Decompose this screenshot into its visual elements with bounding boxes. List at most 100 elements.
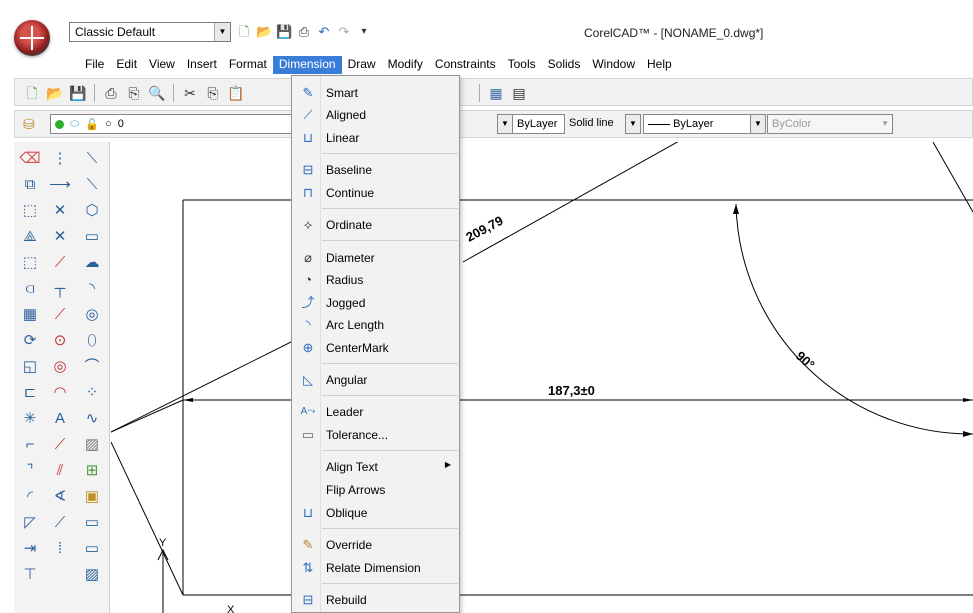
print-icon[interactable]: ⎙ (298, 24, 310, 39)
explode-icon[interactable]: ✳ (23, 410, 37, 427)
color-select[interactable]: ByLayer (513, 114, 565, 134)
layer-manager-icon[interactable]: ▦ (489, 85, 503, 101)
menu-item-relate-dimension[interactable]: ⇅ Relate Dimension (292, 557, 459, 579)
plot-icon[interactable]: ⎘ (128, 85, 140, 101)
undo-icon[interactable]: ↶ (318, 24, 330, 39)
paste-icon[interactable]: 📋 (227, 85, 245, 101)
linetype-dropdown-button[interactable]: ▼ (625, 114, 641, 134)
menu-view[interactable]: View (149, 57, 175, 71)
lineweight-select[interactable]: ByLayer (643, 114, 753, 134)
menu-dimension[interactable]: Dimension (272, 56, 342, 74)
fillet-icon[interactable]: ◜ (27, 488, 33, 505)
plotstyle-select[interactable]: ByColor ▼ (767, 114, 893, 134)
extend-icon[interactable]: ⌝ (26, 462, 34, 479)
menu-edit[interactable]: Edit (116, 57, 138, 71)
mtext-icon[interactable]: ▭ (84, 514, 100, 531)
chamfer-icon[interactable]: ◸ (24, 514, 36, 531)
menu-item-baseline[interactable]: ⊟ Baseline (292, 159, 459, 181)
menu-file[interactable]: File (85, 57, 105, 71)
chevron-down-icon[interactable]: ▼ (214, 23, 230, 41)
spline-icon[interactable]: ∿ (85, 410, 99, 427)
copy-entity-icon[interactable]: ⧉ (24, 176, 36, 193)
menu-item-align-text[interactable]: Align Text ▶ (292, 456, 459, 478)
app-logo-icon[interactable] (14, 20, 50, 56)
point-icon[interactable]: ⋮ (52, 150, 68, 167)
menu-constraints[interactable]: Constraints (434, 57, 496, 71)
donut-icon[interactable]: ◎ (85, 306, 99, 323)
double-line-icon[interactable]: ⫽ (56, 462, 64, 479)
menu-insert[interactable]: Insert (186, 57, 217, 71)
offset-icon[interactable]: ⬚ (22, 254, 38, 271)
menu-item-jogged[interactable]: ⤴ Jogged (292, 292, 459, 314)
add-block-icon[interactable]: ⊞ (85, 462, 99, 479)
menu-item-centermark[interactable]: ⊕ CenterMark (292, 337, 459, 359)
line-tool-icon[interactable]: ⟍ (86, 150, 98, 167)
menu-item-aligned[interactable]: ⟋ Aligned (292, 104, 459, 126)
move-icon[interactable]: ⬚ (22, 202, 38, 219)
menu-item-override[interactable]: ✎ Override (292, 534, 459, 556)
ellipse-arc-icon[interactable]: ⌒ (84, 358, 100, 375)
print-icon[interactable]: ⎙ (105, 85, 117, 101)
drawing-svg[interactable]: Y X 209,79 187,3±0 90° (111, 142, 973, 613)
points-icon[interactable]: ⁘ (85, 384, 99, 401)
angle-icon[interactable]: ∢ (53, 488, 67, 505)
new-file-icon[interactable]: 🗋 (238, 24, 250, 39)
chevron-down-icon[interactable]: ▼ (881, 119, 889, 128)
menu-item-diameter[interactable]: ⌀ Diameter (292, 247, 459, 269)
pattern-icon[interactable]: ▦ (22, 306, 38, 323)
print-preview-icon[interactable]: 🔍 (148, 85, 166, 101)
polyline-icon[interactable]: ⟋ (54, 254, 66, 271)
menu-item-linear[interactable]: ⊔ Linear (292, 127, 459, 149)
menu-tools[interactable]: Tools (507, 57, 536, 71)
save-icon[interactable]: 💾 (276, 24, 293, 39)
image-icon[interactable]: ▨ (84, 566, 100, 583)
trim-icon[interactable]: ⌐ (25, 436, 35, 453)
menu-item-rebuild[interactable]: ⊟ Rebuild (292, 589, 459, 611)
scale-icon[interactable]: ◱ (22, 358, 38, 375)
open-icon[interactable]: 📂 (46, 85, 64, 101)
menu-item-leader[interactable]: A⤳ Leader (292, 401, 459, 423)
cloud-icon[interactable]: ☁ (84, 254, 100, 271)
open-file-icon[interactable]: 📂 (256, 24, 273, 39)
ray-tool-icon[interactable]: ⟍ (86, 176, 98, 193)
workspace-select[interactable]: Classic Default ▼ (69, 22, 231, 42)
rotate-icon[interactable]: ⟳ (23, 332, 37, 349)
layer-select[interactable]: ⬭ 🔓 ○ 0 (50, 114, 303, 134)
construction-icon[interactable]: ⟋ (54, 514, 66, 531)
arc-icon[interactable]: ◠ (53, 384, 67, 401)
menu-item-smart[interactable]: ✎ Smart (292, 82, 459, 104)
customize-qat-icon[interactable]: ▾ (361, 26, 367, 37)
menu-item-flip-arrows[interactable]: Flip Arrows (292, 479, 459, 501)
new-icon[interactable]: 🗋 (26, 85, 38, 101)
menu-help[interactable]: Help (647, 57, 672, 71)
table-icon[interactable]: ▭ (84, 540, 100, 557)
color-dropdown-button[interactable]: ▼ (497, 114, 513, 134)
menu-item-continue[interactable]: ⊓ Continue (292, 182, 459, 204)
dimension-point-icon[interactable]: ⁞ (57, 540, 63, 557)
array-icon[interactable]: ⫏ (25, 280, 35, 297)
menu-window[interactable]: Window (592, 57, 636, 71)
menu-item-ordinate[interactable]: ⟡ Ordinate (292, 214, 459, 236)
cut-icon[interactable]: ✂ (184, 85, 196, 101)
menu-item-arc-length[interactable]: ◝ Arc Length (292, 314, 459, 336)
save-icon[interactable]: 💾 (69, 85, 87, 101)
rectangle-icon[interactable]: ▭ (84, 228, 100, 245)
arc-tool-icon[interactable]: ◝ (89, 280, 95, 297)
layer-states-icon[interactable]: ⛁ (23, 116, 35, 132)
xline-icon[interactable]: ✕ (53, 202, 67, 219)
drawing-canvas[interactable]: Y X 209,79 187,3±0 90° (111, 142, 973, 613)
tee-icon[interactable]: ┬ (54, 280, 66, 297)
slope-line-icon[interactable]: ⟋ (54, 306, 66, 323)
line-segment-icon[interactable]: ⟋ (54, 436, 66, 453)
stretch-icon[interactable]: ⊏ (23, 384, 37, 401)
menu-item-radius[interactable]: ◔ Radius (292, 269, 459, 291)
copy-icon[interactable]: ⎘ (207, 85, 219, 101)
menu-modify[interactable]: Modify (387, 57, 423, 71)
erase-icon[interactable]: ⌫ (19, 150, 41, 167)
lineweight-dropdown-button[interactable]: ▼ (750, 114, 766, 134)
join-icon[interactable]: ⇥ (23, 540, 37, 557)
circle-icon[interactable]: ⊙ (53, 332, 67, 349)
region-icon[interactable]: ▣ (84, 488, 100, 505)
mirror-icon[interactable]: ⟁ (23, 228, 37, 245)
menu-item-tolerance[interactable]: ▭ Tolerance... (292, 424, 459, 446)
